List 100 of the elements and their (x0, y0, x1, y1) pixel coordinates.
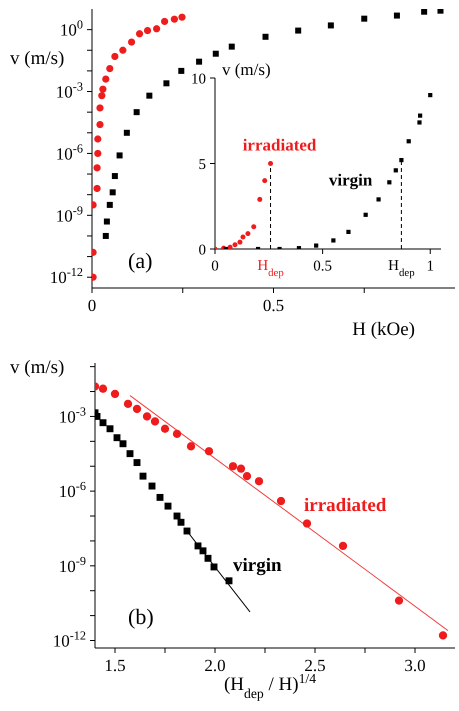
series-label: irradiated (242, 136, 317, 154)
point (132, 404, 142, 414)
point (94, 135, 102, 143)
x-tick-label: 3.0 (404, 656, 426, 676)
point (134, 109, 140, 116)
point (428, 93, 432, 98)
point (387, 180, 392, 184)
point (178, 14, 186, 21)
point (228, 244, 233, 249)
y-tick-label: 0 (198, 242, 206, 258)
point (134, 459, 140, 466)
x-tick-label: 0.5 (262, 296, 284, 316)
y-tick-label: 10$^{-12}$ (52, 628, 86, 650)
y-tick-label: 10$^{0}$ (60, 18, 83, 40)
point (94, 150, 102, 158)
point (376, 197, 381, 202)
point (112, 173, 118, 180)
point (104, 218, 110, 225)
point (136, 30, 144, 38)
y-axis-title: v (m/s) (222, 60, 271, 79)
y-axis-title: v (m/s) (10, 48, 64, 69)
point (268, 160, 274, 166)
point (240, 234, 246, 240)
point (102, 232, 109, 239)
y-tick-label: 10$^{-6}$ (58, 479, 86, 502)
point (111, 52, 118, 60)
point (228, 462, 238, 470)
point (184, 528, 190, 534)
point (126, 450, 134, 458)
point (150, 417, 160, 426)
series-label: irradiated (304, 495, 387, 516)
y-tick-label: 10$^{-3}$ (56, 79, 83, 102)
point (156, 494, 164, 501)
point (210, 564, 218, 570)
point (120, 440, 126, 448)
y-tick-label: 10$^{-9}$ (58, 554, 86, 576)
point (106, 425, 114, 432)
point (418, 114, 422, 118)
point (170, 16, 178, 23)
point (186, 442, 196, 450)
x-tick-label: 1 (426, 258, 434, 274)
point (399, 158, 404, 162)
point (93, 184, 101, 192)
point (116, 152, 123, 158)
x-tick-label: 2.0 (204, 656, 226, 676)
point (242, 472, 252, 480)
point (394, 596, 404, 605)
point (417, 120, 422, 125)
annotation: (a) (128, 248, 152, 273)
point (96, 104, 104, 112)
point (328, 22, 334, 28)
point (302, 519, 312, 528)
point (394, 12, 400, 19)
point (178, 68, 184, 74)
point (364, 212, 368, 217)
point (106, 64, 114, 72)
point (314, 243, 318, 248)
point (204, 447, 214, 456)
point (100, 419, 106, 426)
point (204, 554, 212, 562)
point (172, 430, 182, 438)
point (338, 542, 348, 550)
y-tick-label: 10$^{-3}$ (58, 404, 86, 426)
ref-line-label: H$_{dep}$ (257, 258, 284, 279)
point (124, 130, 130, 136)
y-tick-label: 10$^{-6}$ (56, 141, 83, 164)
point (257, 196, 262, 202)
point (200, 547, 206, 554)
point (163, 80, 170, 86)
y-tick-label: 10$^{-9}$ (56, 203, 83, 226)
point (140, 472, 146, 480)
point (262, 34, 269, 40)
point (346, 230, 351, 234)
x-axis-title: H (kOe) (352, 319, 415, 340)
point (437, 9, 444, 14)
point (331, 238, 336, 243)
annotation: (b) (128, 604, 154, 629)
point (161, 18, 168, 26)
point (146, 92, 152, 99)
point (194, 542, 202, 550)
point (110, 189, 116, 196)
point (276, 496, 286, 506)
point (236, 464, 246, 473)
point (245, 231, 250, 236)
y-tick-label: 10 (191, 71, 206, 88)
point (251, 224, 256, 230)
point (421, 9, 428, 15)
point (174, 512, 180, 520)
point (164, 502, 172, 510)
x-tick-label: 1.5 (104, 656, 126, 676)
point (106, 202, 113, 208)
point (96, 120, 104, 128)
point (95, 412, 100, 420)
point (394, 168, 398, 172)
point (148, 482, 156, 490)
point (98, 384, 108, 393)
point (99, 86, 106, 93)
point (114, 434, 120, 442)
point (228, 44, 235, 50)
point (144, 26, 152, 34)
